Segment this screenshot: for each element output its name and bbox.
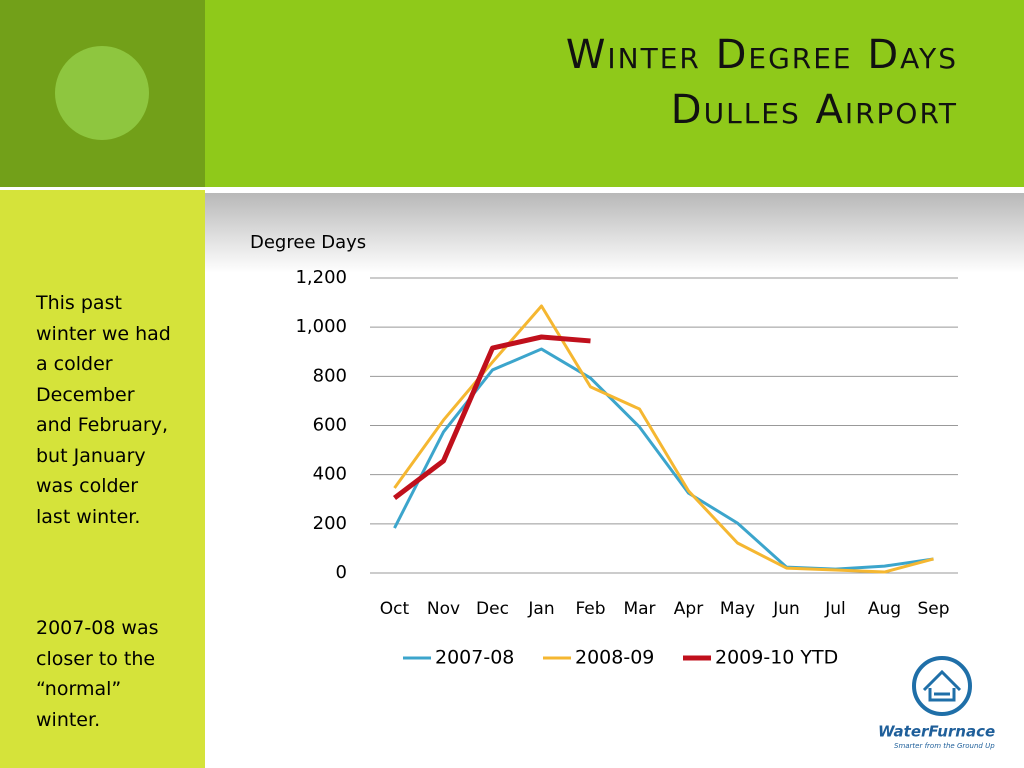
x-tick-label: Jun [772,599,800,619]
note-line: winter. [36,708,101,731]
x-tick-label: Nov [427,599,460,619]
logo-tagline: Smarter from the Ground Up [894,742,995,750]
x-tick-label: Apr [674,599,703,619]
note: 2007-08 was closer to the “normal” winter. [36,613,201,735]
y-tick-label: 800 [313,365,347,386]
note: This past winter we had a colder December an… [36,288,201,532]
x-tick-label: Jan [527,599,554,619]
series-line [392,334,591,501]
y-tick-label: 0 [336,562,347,583]
sidebar [0,190,205,768]
x-tick-label: May [720,599,755,619]
slide-title: Winter Degree Days Dulles Airport [566,28,958,138]
title-line: Dulles Airport [670,87,958,133]
x-tick-label: Feb [575,599,605,619]
y-tick-label: 1,000 [295,316,347,337]
note-line: last winter. [36,505,141,528]
note-line: was colder [36,475,139,497]
x-tick-label: Aug [868,599,901,619]
note-line: but January [36,444,146,467]
note-line: winter we had [36,322,171,345]
series-line [393,304,934,574]
legend-label: 2007-08 [435,647,514,669]
title-line: Winter Degree Days [565,32,958,78]
corner-circle [55,46,149,140]
x-tick-label: Jul [824,599,846,619]
note-line: a colder [36,353,113,375]
x-tick-label: Dec [476,599,509,619]
y-tick-label: 400 [313,464,347,485]
legend-label: 2009-10 YTD [715,647,838,669]
y-tick-label: 600 [313,415,347,436]
note-line: closer to the [36,647,156,670]
logo-ring [912,656,972,716]
legend-label: 2008-09 [575,647,654,669]
logo: WaterFurnace Smarter from the Ground Up [878,656,995,750]
x-tick-label: Mar [623,599,655,619]
y-tick-label: 1,200 [295,267,347,288]
note-line: This past [36,292,122,314]
logo-name: WaterFurnace [878,723,995,741]
x-tick-label: Sep [917,599,949,619]
note-line: and February, [36,414,169,436]
note-line: December [36,383,135,406]
x-tick-label: Oct [380,599,410,619]
logo-house [922,669,962,702]
note-line: 2007-08 was [36,617,159,639]
y-tick-label: 200 [313,513,347,534]
shade-band [205,193,1024,273]
header-bar [205,0,1024,187]
series-line [393,347,934,571]
note-line: “normal” [36,678,122,700]
y-axis-label: Degree Days [250,232,366,253]
